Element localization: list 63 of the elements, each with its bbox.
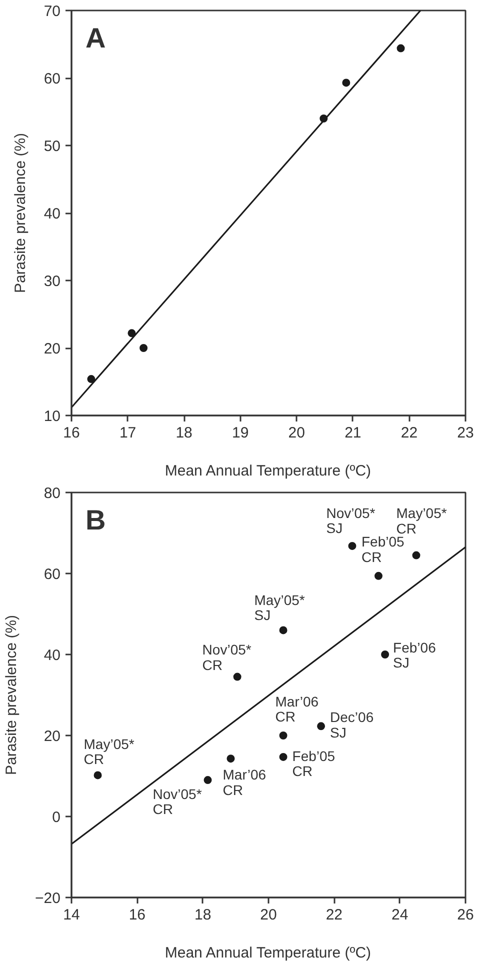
x-tick-label: 16 [128,906,146,924]
annotation: Mar’06 CR [275,693,319,724]
point [279,732,288,740]
y-tick-label: −20 [35,890,61,907]
annotation: Feb’06 SJ [393,640,436,671]
point [381,650,390,658]
point [348,542,356,550]
annotation: B [86,504,106,536]
y-tick-label: 50 [44,138,61,155]
y-tick-label: 20 [44,728,61,745]
x-axis-title: Mean Annual Temperature (ºC) [164,944,372,962]
y-tick-label: 20 [44,340,61,358]
y-axis-title: Parasite prevalence (%) [3,614,20,776]
annotation: Nov’05* CR [152,786,202,818]
y-tick-label: 40 [44,206,61,222]
annotation: Feb’05 CR [361,534,405,565]
annotation: Feb’05 CR [292,748,336,780]
annotation: Mar’06 CR [222,766,266,798]
point [412,551,420,560]
x-tick-label: 26 [457,906,474,924]
x-tick-label: 22 [326,906,343,924]
point [87,375,96,384]
x-tick-label: 20 [260,906,277,924]
point [279,626,288,634]
point [226,754,235,763]
x-tick-label: 22 [400,424,418,442]
point [317,722,326,730]
annotation: May’05* SJ [254,592,306,624]
x-tick-label: 24 [391,906,408,924]
point [94,771,102,780]
x-tick-label: 19 [232,424,249,442]
point [396,44,405,52]
x-tick-label: 14 [63,906,80,924]
y-tick-label: 70 [44,3,61,20]
x-tick-label: 23 [457,424,474,442]
x-tick-label: 21 [344,424,362,442]
y-tick-label: 60 [44,566,61,583]
y-tick-label: 0 [52,809,60,826]
y-tick-label: 80 [44,485,61,502]
point [279,752,288,761]
annotation: Dec’06 SJ [330,709,374,740]
annotation: A [86,22,106,54]
x-tick-label: 17 [119,424,136,442]
point [128,329,136,338]
y-tick-label: 10 [44,408,61,425]
x-tick-label: 20 [288,424,305,442]
point [140,344,148,352]
annotation: May’05* CR [396,505,448,536]
x-tick-label: 16 [63,424,80,442]
y-axis-title: Parasite prevalence (%) [12,132,29,294]
point [204,776,212,784]
y-tick-label: 30 [44,273,61,290]
annotation: May’05* CR [84,736,135,768]
annotation: Nov’05* CR [202,642,252,673]
point [342,78,350,87]
annotation: Nov’05* SJ [326,504,376,536]
point [374,572,382,580]
y-tick-label: 60 [44,70,61,88]
point [233,672,242,681]
x-tick-label: 18 [194,906,212,924]
x-tick-label: 18 [176,424,192,442]
x-axis-title: Mean Annual Temperature (ºC) [164,462,372,480]
y-tick-label: 40 [44,647,61,664]
